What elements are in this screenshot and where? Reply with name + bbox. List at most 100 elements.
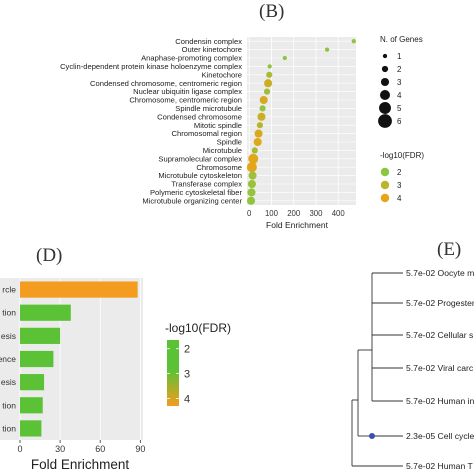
b-grid: [247, 37, 356, 205]
b-ylabel: Condensin complex: [175, 37, 242, 46]
b-ylabel: Mitotic spindle: [194, 121, 242, 130]
panel-b-letter: (B): [259, 1, 285, 22]
e-leaf-label: 5.7e-02 Viral carc: [406, 363, 474, 373]
b-point: [259, 95, 268, 105]
b-point: [247, 179, 256, 189]
b-ylabel: Spindle: [217, 138, 242, 147]
b-point: [251, 147, 258, 154]
b-point: [263, 88, 271, 95]
d-xticks: 0 30 60 90: [17, 440, 145, 454]
d-ylabel: tion: [2, 400, 16, 410]
b-ylabel: Supramolecular complex: [158, 154, 242, 163]
panel-d-letter: (D): [36, 245, 63, 266]
b-ylabel: Transferase complex: [171, 180, 242, 189]
b-color-legend-dot: [380, 193, 390, 203]
b-legend-size: N. of Genes 1 2 3 4 5 6: [378, 35, 423, 128]
b-xticks: 0 100 200 300 400: [247, 209, 345, 218]
b-size-legend-dot: [379, 102, 391, 114]
b-color-legend-title: -log10(FDR): [380, 151, 424, 160]
b-point: [282, 55, 287, 61]
b-ylabel: Anaphase-promoting complex: [141, 54, 242, 63]
d-ylabels: rcle tion esis ence esis tion tion: [0, 285, 16, 434]
b-point: [248, 153, 259, 164]
e-leaf-label: 5.7e-02 Oocyte m: [406, 268, 474, 278]
d-ylabel: esis: [1, 331, 16, 341]
panel-e-letter: (E): [437, 239, 462, 260]
b-xtick-label: 100: [265, 209, 279, 218]
b-ylabel: Condensed chromosome, centromeric region: [90, 79, 242, 88]
b-color-legend-dot: [380, 180, 390, 190]
d-xtick-label: 0: [17, 444, 22, 454]
b-point: [253, 137, 262, 147]
d-legend-colorbar: [167, 340, 179, 406]
d-bar: [20, 374, 45, 391]
d-legend-label: 4: [184, 394, 190, 406]
b-ylabel: Outer kinetochore: [182, 45, 242, 54]
b-size-legend-label: 1: [397, 52, 402, 61]
b-size-legend-label: 4: [397, 91, 402, 100]
b-point: [266, 71, 273, 78]
b-ylabel: Spindle microtubule: [175, 104, 242, 113]
b-xtick-label: 400: [332, 209, 346, 218]
d-bar: [20, 304, 71, 321]
b-ylabel: Chromosomal region: [172, 129, 242, 138]
b-ylabel: Condensed chromosome: [157, 112, 242, 121]
b-point: [247, 188, 256, 197]
b-ylabel: Chromosome, centromeric region: [129, 96, 242, 105]
d-xtick-label: 30: [55, 444, 65, 454]
b-color-legend-dot: [380, 167, 390, 177]
b-point: [246, 162, 257, 173]
b-point: [324, 47, 330, 52]
b-ylabel: Chromosome: [196, 163, 242, 172]
b-ylabel: Microtubule: [203, 146, 242, 155]
b-size-legend-dot: [380, 77, 390, 87]
b-point: [264, 79, 273, 88]
b-point: [351, 39, 356, 44]
b-point: [267, 64, 272, 69]
b-xlabel: Fold Enrichment: [266, 220, 329, 230]
b-ylabel: Microtubule cytoskeleton: [158, 171, 242, 180]
b-size-legend-dot: [378, 114, 392, 128]
b-point: [254, 129, 263, 138]
e-tree: [351, 272, 403, 467]
d-bar: [20, 281, 138, 298]
b-ylabel: Kinetochore: [201, 70, 242, 79]
b-size-legend-dot: [382, 53, 388, 59]
b-size-legend-label: 3: [397, 78, 402, 87]
b-point: [246, 196, 256, 205]
b-ylabel: Microtubule organizing center: [142, 196, 242, 205]
b-point: [248, 171, 257, 180]
b-size-legend-title: N. of Genes: [380, 35, 423, 44]
d-legend-label: 2: [184, 344, 190, 356]
b-ylabel: Cyclin-dependent protein kinase holoenzy…: [60, 62, 242, 71]
d-bar: [20, 397, 43, 414]
d-bar: [20, 350, 54, 368]
d-ylabel: ence: [0, 354, 16, 364]
b-size-legend-label: 5: [397, 104, 402, 113]
b-color-legend-label: 4: [397, 194, 402, 203]
b-point: [257, 112, 266, 121]
b-color-legend-label: 3: [397, 181, 402, 190]
e-leaf-label: 5.7e-02 Human in: [406, 396, 474, 406]
b-legend-color: -log10(FDR) 2 3 4: [380, 151, 424, 203]
d-legend-label: 3: [184, 369, 190, 381]
d-bars: [0, 278, 143, 440]
b-size-legend-label: 2: [397, 65, 402, 74]
d-ylabel: tion: [2, 308, 16, 318]
b-xtick-label: 0: [247, 209, 252, 218]
b-size-legend-dot: [381, 65, 389, 73]
b-ylabel: Polymeric cytoskeletal fiber: [150, 188, 242, 197]
b-xtick-label: 200: [287, 209, 301, 218]
e-leaf-label: 2.3e-05 Cell cycle: [406, 431, 474, 441]
d-xlabel: Fold Enrichment: [31, 457, 130, 472]
b-color-legend-label: 2: [397, 168, 402, 177]
e-leaf-label: 5.7e-02 Human T: [406, 461, 473, 471]
d-xtick-label: 90: [135, 444, 145, 454]
d-legend-title: -log10(FDR): [165, 321, 231, 335]
d-ylabel: esis: [1, 377, 16, 387]
d-bar: [20, 420, 42, 437]
b-point: [256, 122, 264, 129]
